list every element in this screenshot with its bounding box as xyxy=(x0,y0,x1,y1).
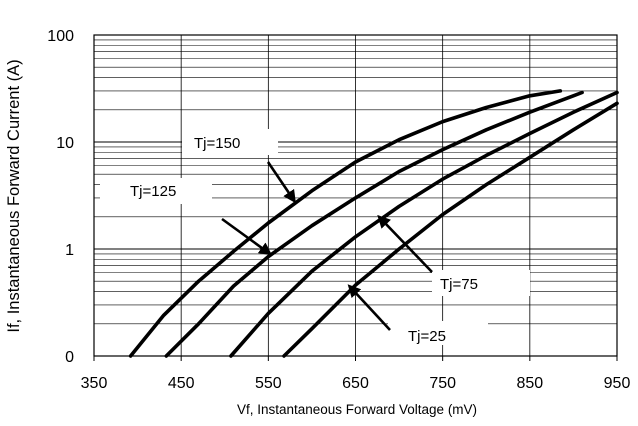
y-tick-label: 0 xyxy=(65,349,74,366)
x-tick-label: 550 xyxy=(255,375,282,392)
y-tick-label: 100 xyxy=(47,28,74,45)
annotation-arrow xyxy=(377,214,433,273)
y-tick-label: 1 xyxy=(65,242,74,259)
x-tick-label: 950 xyxy=(604,375,631,392)
y-axis-label: If, Instantaneous Forward Current (A) xyxy=(5,59,23,332)
series-lines xyxy=(128,89,619,358)
series-line-Tj-150 xyxy=(128,89,563,358)
annotation-arrow xyxy=(266,161,296,204)
x-axis-label: Vf, Instantaneous Forward Voltage (mV) xyxy=(237,402,477,417)
series-line-Tj-75 xyxy=(229,90,619,358)
annotation-label: Tj=125 xyxy=(130,183,176,200)
annotation-box xyxy=(100,178,212,204)
annotation-box xyxy=(182,129,278,155)
annotation-label: Tj=25 xyxy=(408,328,446,345)
x-tick-label: 650 xyxy=(342,375,369,392)
x-tick-label: 450 xyxy=(168,375,195,392)
annotation-label: Tj=150 xyxy=(194,135,240,152)
series-line-Tj-25 xyxy=(282,101,619,358)
annotation-arrow xyxy=(347,284,391,331)
annotations: Tj=150 Tj=125 Tj=75 Tj=25 xyxy=(100,129,530,345)
annotation-box xyxy=(388,321,488,345)
annotation-box xyxy=(432,270,530,296)
annotation-arrow xyxy=(221,217,273,256)
annotation-label: Tj=75 xyxy=(440,276,478,293)
x-tick-label: 850 xyxy=(516,375,543,392)
x-tick-label: 350 xyxy=(81,375,108,392)
series-line-Tj-125 xyxy=(164,90,584,358)
y-tick-label: 10 xyxy=(56,135,74,152)
x-tick-label: 750 xyxy=(429,375,456,392)
